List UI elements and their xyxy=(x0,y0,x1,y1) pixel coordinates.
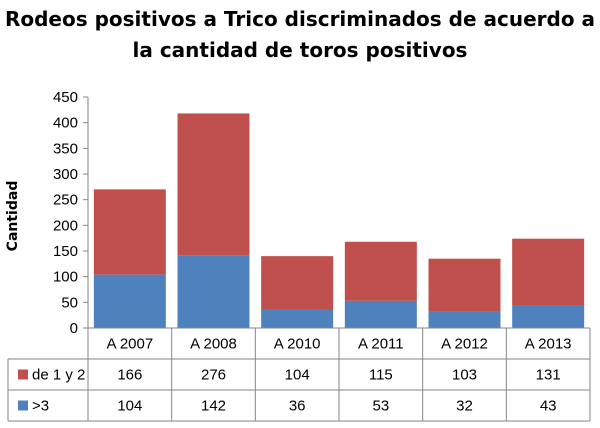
table-value: 104 xyxy=(117,398,142,415)
data-table: A 2007 A 2008 A 2010 A 2011 A 2012 A 2013 de 1… xyxy=(7,327,591,422)
y-axis-label: Cantidad xyxy=(5,181,21,252)
legend-swatch xyxy=(18,400,28,411)
chart-title: Rodeos positivos a Trico discriminados d… xyxy=(5,7,595,62)
chart-title-line-1: Rodeos positivos a Trico discriminados d… xyxy=(5,7,595,31)
y-tick-label: 300 xyxy=(53,166,78,183)
table-value: 166 xyxy=(117,367,142,384)
table-value: 43 xyxy=(540,398,557,415)
table-value: 276 xyxy=(201,367,226,384)
table-value: 104 xyxy=(285,367,310,384)
bar-de1y2-2 xyxy=(261,256,334,310)
category-label: A 2007 xyxy=(106,336,153,353)
legend-label: >3 xyxy=(32,398,49,415)
y-tick-label: 100 xyxy=(53,269,78,286)
y-tick-label: 250 xyxy=(53,192,78,209)
category-label: A 2012 xyxy=(441,336,488,353)
table-value: 32 xyxy=(456,398,473,415)
y-tick-label: 450 xyxy=(53,89,78,106)
table-value: 115 xyxy=(369,367,393,384)
y-tick-label: 350 xyxy=(53,140,78,157)
bar-de1y2-1 xyxy=(177,113,250,256)
table-value: 103 xyxy=(452,367,477,384)
legend-swatch xyxy=(18,369,28,380)
bar-gt3-2 xyxy=(261,309,334,328)
table-value: 142 xyxy=(201,398,226,415)
bar-gt3-4 xyxy=(428,311,501,328)
bar-de1y2-4 xyxy=(428,258,501,312)
bar-gt3-3 xyxy=(344,300,417,328)
y-tick-label: 400 xyxy=(53,115,78,132)
y-axis-ticks: 0 50 100 150 200 250 300 350 400 450 xyxy=(53,89,88,337)
bar-gt3-1 xyxy=(177,255,250,328)
table-value: 131 xyxy=(536,367,561,384)
bar-gt3-0 xyxy=(93,274,166,328)
legend-label: de 1 y 2 xyxy=(32,367,85,384)
y-tick-label: 50 xyxy=(61,294,78,311)
bars xyxy=(93,113,585,328)
bar-de1y2-0 xyxy=(93,189,166,275)
table-value: 53 xyxy=(372,398,389,415)
bar-de1y2-3 xyxy=(344,241,417,301)
category-label: A 2010 xyxy=(274,336,321,353)
bar-gt3-5 xyxy=(512,305,585,328)
category-label: A 2013 xyxy=(525,336,572,353)
y-tick-label: 150 xyxy=(53,243,78,260)
table-value: 36 xyxy=(289,398,306,415)
y-tick-label: 200 xyxy=(53,217,78,234)
y-tick-label: 0 xyxy=(70,320,78,337)
category-label: A 2008 xyxy=(190,336,237,353)
chart-title-line-2: la cantidad de toros positivos xyxy=(133,38,468,62)
bar-de1y2-5 xyxy=(512,238,585,306)
category-label: A 2011 xyxy=(358,336,404,353)
